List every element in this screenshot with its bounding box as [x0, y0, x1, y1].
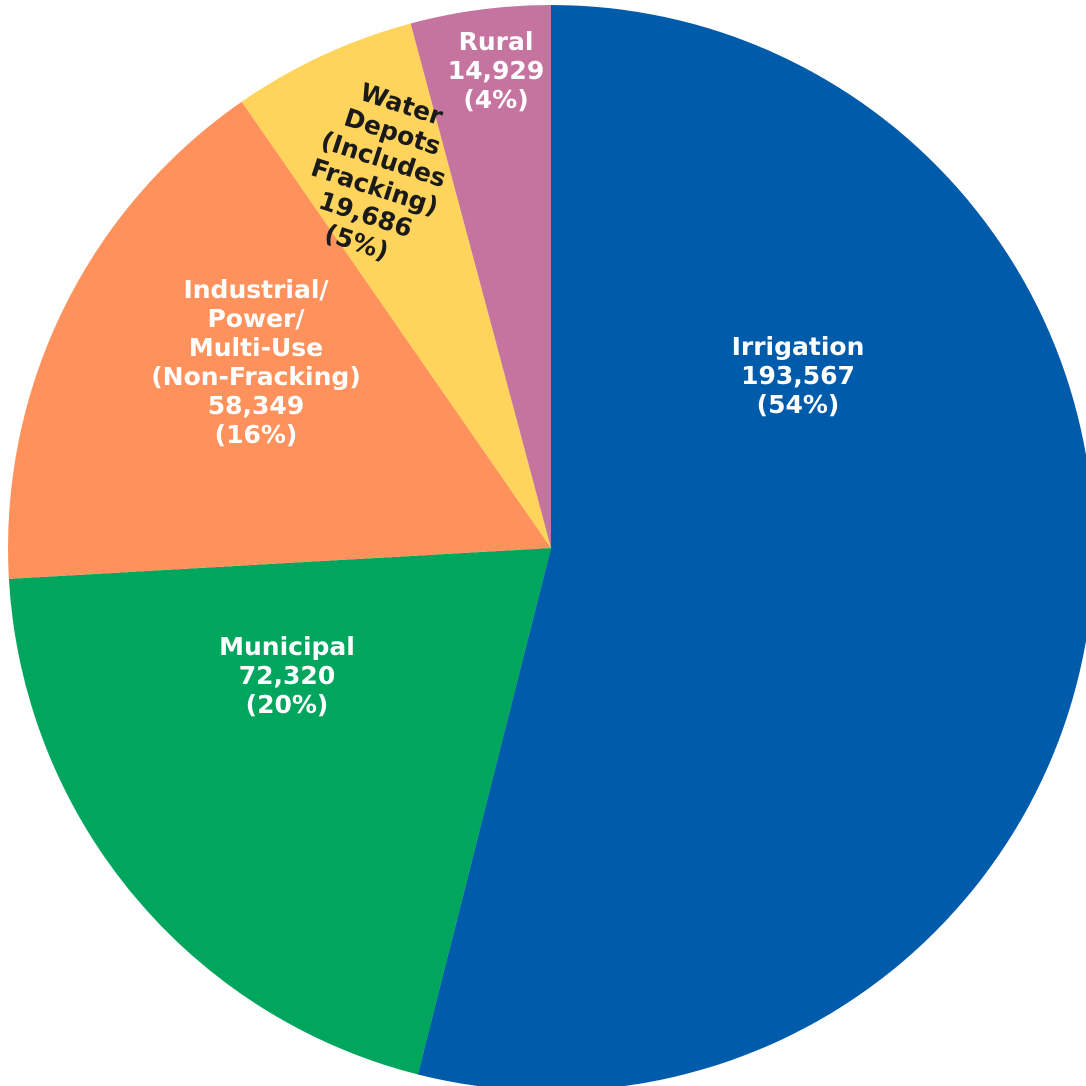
slice-label-0: Irrigation 193,567 (54%) [732, 332, 865, 419]
pie-slices [7, 5, 1086, 1086]
slice-label-line: Multi-Use [189, 333, 323, 362]
slice-label-2: Industrial/Power/Multi-Use (Non-Fracking)… [151, 275, 361, 449]
slice-label-line: 58,349 [208, 391, 304, 420]
slice-label-line: 193,567 [741, 361, 855, 390]
pie-slice-0 [417, 5, 1086, 1086]
slice-label-line: 14,929 [448, 56, 544, 85]
slice-label-line: (16%) [215, 420, 298, 449]
slice-label-line: Irrigation [732, 332, 865, 361]
slice-label-line: Power/ [207, 304, 305, 333]
slice-label-line: (4%) [463, 85, 528, 114]
pie-slice-2 [7, 101, 551, 579]
slice-label-line: (20%) [246, 690, 329, 719]
slice-label-1: Municipal 72,320 (20%) [219, 632, 355, 719]
slice-label-line: 72,320 [239, 661, 335, 690]
slice-label-line: Industrial/ [183, 275, 329, 304]
slice-label-line: Rural [459, 27, 534, 56]
pie-slice-1 [8, 548, 552, 1075]
slice-label-line: (54%) [757, 390, 840, 419]
slice-label-line: Municipal [219, 632, 355, 661]
pie-slice-3 [241, 23, 551, 548]
pie-slice-4 [410, 5, 551, 548]
slice-label-line: (Non-Fracking) [151, 362, 361, 391]
slice-label-4: Rural 14,929 (4%) [448, 27, 544, 114]
